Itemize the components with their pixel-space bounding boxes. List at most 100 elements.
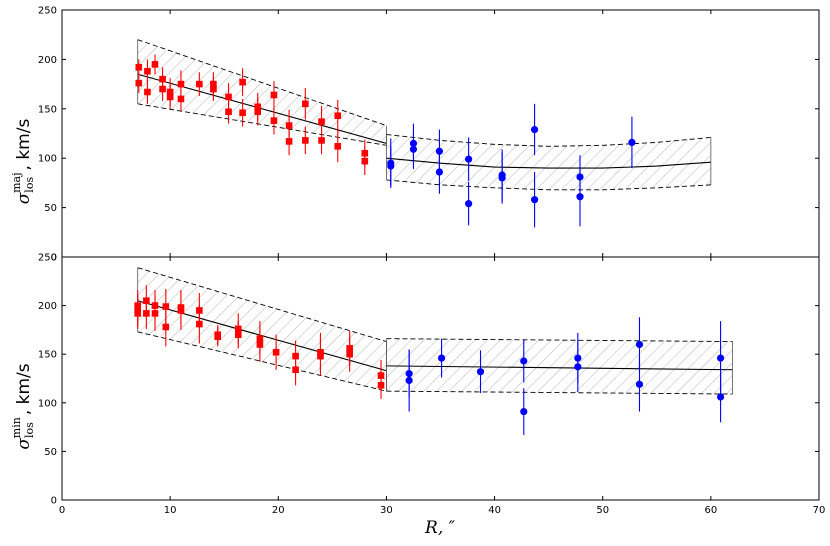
top-panel: 0 50 100 150 200 250 σlosmaj, km/s (10, 6, 820, 264)
red-data-point (270, 117, 278, 124)
red-data-point (334, 143, 342, 150)
blue-data-point (498, 174, 506, 182)
y-tick-label: 100 (38, 154, 57, 165)
red-data-point (162, 323, 170, 331)
blue-data-point (574, 363, 582, 371)
plot-frame (61, 9, 820, 258)
blue-data-point (576, 193, 584, 201)
red-data-point (302, 137, 309, 144)
y-axis-superscript: maj (10, 172, 23, 192)
x-tick-label: 40 (488, 505, 501, 516)
y-axis-unit: , km/s (14, 363, 34, 415)
red-data-point (166, 93, 174, 101)
red-data-point (177, 80, 185, 88)
inner-model-band-fill (137, 267, 387, 392)
blue-data-point (628, 138, 636, 146)
red-data-point (377, 382, 385, 389)
x-tick-label: 20 (272, 505, 285, 516)
blue-data-point (465, 155, 473, 163)
y-tick-label: 0 (51, 253, 57, 264)
red-data-point (214, 333, 222, 341)
inner-model-band-lower-edge (137, 331, 387, 392)
red-data-point (144, 88, 151, 96)
outer-model-band-upper-edge (386, 338, 733, 343)
y-axis-label: σlosmaj, km/s (10, 119, 36, 205)
red-data-point (270, 91, 278, 99)
red-data-point (225, 108, 232, 116)
blue-data-point (476, 368, 485, 376)
red-data-point (317, 352, 324, 360)
blue-data-point (530, 125, 539, 134)
red-data-point (256, 341, 264, 348)
inner-model-band-upper-edge (137, 39, 387, 127)
blue-data-point (635, 380, 644, 388)
red-data-point (361, 157, 369, 165)
blue-data-point (465, 200, 473, 208)
y-tick-label: 200 (38, 301, 57, 312)
x-tick-label: 10 (164, 505, 177, 516)
red-data-point (177, 307, 185, 314)
inner-model-band-upper-edge (137, 267, 387, 342)
inner-model-band-lower-edge (137, 103, 387, 146)
red-data-point (144, 67, 151, 75)
red-data-point (196, 80, 203, 88)
y-tick-label: 250 (38, 6, 57, 17)
blue-data-point (716, 393, 725, 401)
outer-model-band-lower-edge (386, 390, 733, 395)
red-data-point (143, 310, 150, 317)
blue-data-point (405, 376, 413, 385)
y-axis-symbol: σ (14, 438, 34, 450)
x-axis-label: R, ″ (424, 518, 456, 538)
blue-data-point (716, 354, 725, 362)
blue-data-point (437, 354, 446, 362)
red-data-point (162, 303, 170, 310)
y-tick-label: 150 (38, 104, 57, 115)
outer-model-band-fill (386, 134, 711, 190)
x-tick-label: 70 (813, 505, 826, 516)
outer-model-band-lower-edge (386, 179, 711, 191)
red-data-point (302, 100, 309, 108)
red-data-point (151, 61, 159, 68)
y-axis-symbol: σ (14, 192, 34, 204)
y-axis-label: σlosmin , km/s (10, 363, 36, 449)
outer-model-band-model-line (386, 157, 711, 169)
outer-model-band-upper-edge (386, 134, 711, 147)
red-data-point (292, 366, 299, 374)
y-tick-label: 100 (38, 398, 57, 409)
red-data-point (135, 64, 143, 71)
red-data-point (177, 95, 185, 103)
outer-model-band-model-line (386, 365, 733, 371)
y-tick-label: 200 (38, 55, 57, 66)
x-tick-label: 0 (59, 505, 65, 516)
y-axis-superscript: min (10, 417, 23, 438)
blue-data-point (387, 162, 395, 170)
y-tick-label: 50 (44, 447, 57, 458)
red-data-point (272, 348, 280, 356)
bottom-panel: 0 10 20 30 40 50 60 70 0 50 100 150 200 250 σlosmin , k… (10, 253, 825, 517)
y-axis-subscript: los (23, 422, 36, 438)
y-tick-label: 0 (51, 496, 57, 507)
red-data-point (134, 310, 141, 317)
red-data-point (159, 85, 166, 93)
red-data-point (151, 302, 159, 309)
red-data-point (239, 109, 246, 117)
plot-frame (61, 256, 820, 501)
red-data-point (285, 138, 293, 145)
y-tick-label: 50 (44, 203, 57, 214)
x-tick-label: 60 (704, 505, 717, 516)
red-data-point (225, 93, 232, 101)
red-data-point (234, 331, 242, 339)
y-tick-label: 150 (38, 350, 57, 361)
blue-data-point (435, 168, 444, 176)
red-data-point (196, 320, 203, 328)
red-data-point (334, 112, 342, 120)
red-data-point (135, 79, 143, 87)
x-tick-label: 50 (596, 505, 609, 516)
red-data-point (210, 85, 217, 93)
blue-data-point (530, 196, 539, 204)
x-tick-label: 30 (380, 505, 393, 516)
red-data-point (254, 108, 262, 116)
y-tick-label: 250 (38, 253, 57, 264)
y-axis-unit: , km/s (14, 119, 34, 171)
